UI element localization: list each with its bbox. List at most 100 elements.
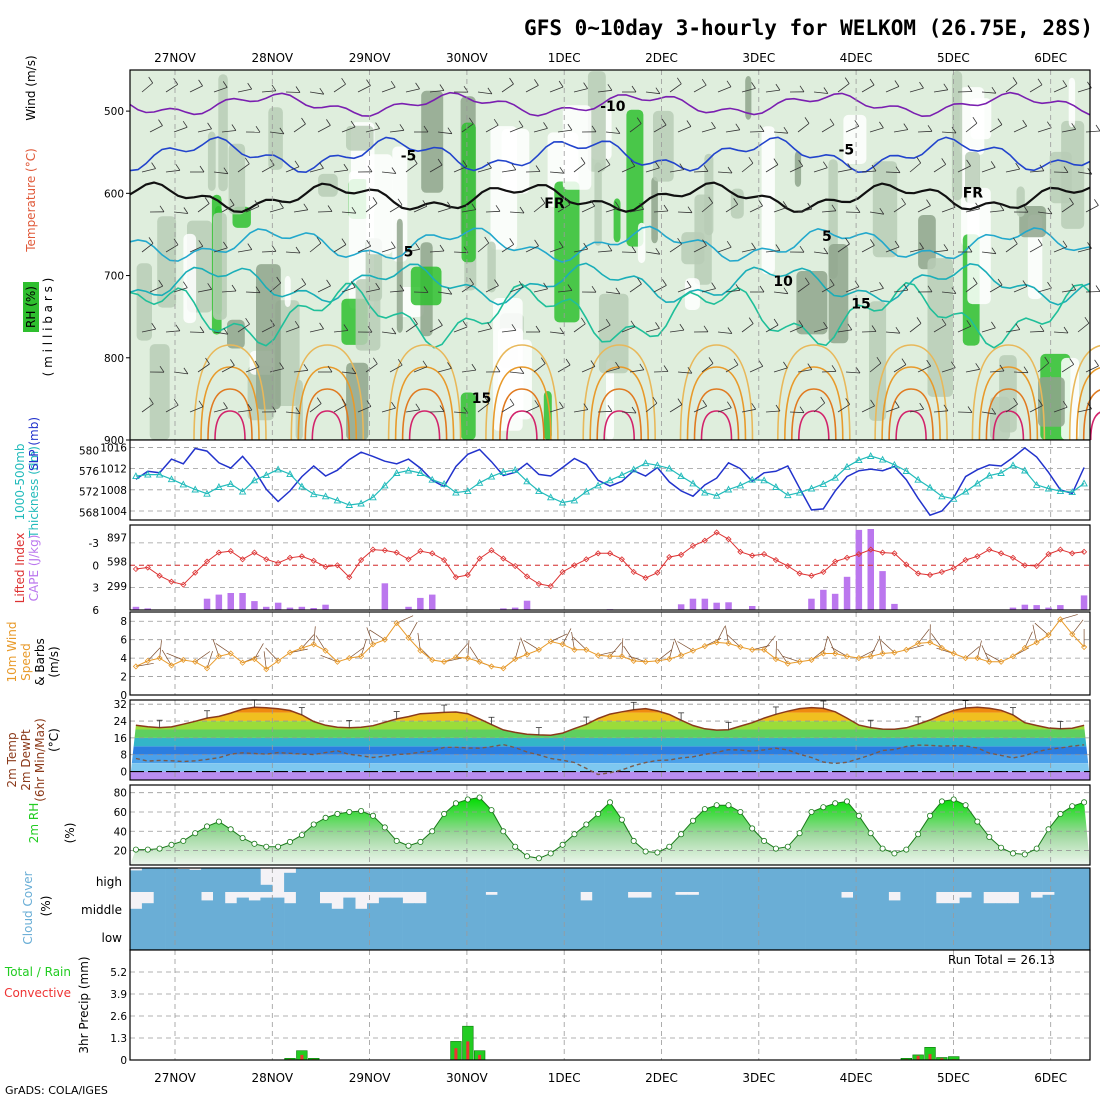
wind-barb-flag xyxy=(366,239,372,247)
cloud-bar xyxy=(710,892,723,920)
wind-speed-point xyxy=(512,655,519,663)
contour-label: 5 xyxy=(404,245,414,261)
wind-barb xyxy=(693,405,707,413)
cloud-bar xyxy=(378,920,392,950)
wind-speed-point xyxy=(488,663,495,670)
wind-speed-point xyxy=(725,640,732,647)
wind-barb-flag xyxy=(775,404,781,412)
lifted-index-point xyxy=(263,556,270,563)
wind-barb xyxy=(1071,619,1084,635)
wind-barb-flag xyxy=(390,241,396,248)
wind-barb-flag xyxy=(687,206,693,213)
temp-label-1: 2m Temp xyxy=(5,732,19,787)
wind-barb xyxy=(657,649,672,662)
wind-barb xyxy=(485,124,499,133)
thickness-point xyxy=(1056,487,1065,495)
wind-barb xyxy=(621,251,637,253)
cloud-bar xyxy=(805,892,818,920)
wind-barb xyxy=(1077,87,1092,93)
warm-contour xyxy=(297,366,358,441)
wind-speed-point xyxy=(606,653,614,660)
wind-barb-flag xyxy=(159,205,165,213)
wind-speed-point xyxy=(926,639,934,646)
thickness-point xyxy=(203,489,211,497)
cloud-bar xyxy=(722,920,735,950)
wind-barb-flag xyxy=(702,399,708,407)
warm-contour xyxy=(895,410,927,441)
wind-barb xyxy=(141,403,154,413)
wind-barb xyxy=(389,290,404,293)
wind-barb-flag xyxy=(748,156,754,164)
wind-barb-flag xyxy=(534,79,539,86)
wind-barb xyxy=(775,640,777,660)
upper-air-ylabel: RH (%) Temperature (°C) Wind (m/s) xyxy=(23,55,39,332)
wind-speed-point xyxy=(523,651,531,658)
wind-barb-flag xyxy=(423,286,429,293)
cloud-bar xyxy=(604,892,617,920)
wind-barb-flag xyxy=(509,238,515,245)
cloud-bar xyxy=(900,920,913,950)
wind-barb-flag xyxy=(663,365,669,372)
cloud-bar xyxy=(343,920,356,950)
wind-barb-flag xyxy=(943,83,949,91)
top-day-label: 2DEC xyxy=(645,51,678,65)
rh-cell xyxy=(487,241,496,293)
wind-barb-flag xyxy=(783,126,789,134)
cloud-bar xyxy=(1042,920,1055,950)
wind-barb-flag xyxy=(182,120,188,128)
rh-cell xyxy=(1016,186,1025,217)
cloud-bar xyxy=(295,868,309,892)
wind-barb xyxy=(941,291,956,294)
precip-conv-bar xyxy=(940,1058,944,1060)
lifted-index-point xyxy=(512,562,519,570)
wind-barb-flag xyxy=(831,204,837,212)
cloud-bar xyxy=(367,920,380,950)
dewpoint-line xyxy=(135,743,1085,776)
wind-barb-flag xyxy=(943,404,949,412)
thickness-point xyxy=(961,487,970,495)
wind-speed-point xyxy=(1009,653,1017,660)
cloud-bar xyxy=(924,868,937,892)
wind-barb xyxy=(597,164,611,173)
cloud-bar xyxy=(307,892,320,920)
wind-barb-flag xyxy=(319,322,324,330)
rh-point xyxy=(678,831,685,838)
wind-barb xyxy=(909,248,924,253)
wind-speed-point xyxy=(559,641,566,648)
wind-barb xyxy=(365,363,378,373)
cloud-bar xyxy=(615,892,629,920)
wind-barb-flag xyxy=(366,400,372,407)
wind-barb xyxy=(405,163,418,173)
cloud-bar xyxy=(556,868,569,892)
wind-barb xyxy=(773,291,788,295)
thickness-point xyxy=(819,479,828,487)
rh-point xyxy=(618,816,625,823)
cloud-bar xyxy=(900,868,913,892)
wind-barb xyxy=(869,288,884,293)
wind-barb xyxy=(485,210,501,213)
wind-barb xyxy=(1013,125,1027,133)
wind-barb-flag xyxy=(854,120,860,127)
wind-speed-point xyxy=(227,650,234,657)
lifted-index-point xyxy=(369,546,377,553)
wind-barb xyxy=(957,325,971,333)
wind-barb xyxy=(165,404,179,413)
wind-barb-flag xyxy=(303,364,309,371)
wind-barb-flag xyxy=(636,117,642,124)
cloud-bar xyxy=(1078,892,1091,920)
wind-barb xyxy=(717,86,732,93)
thickness-point xyxy=(843,462,851,470)
wind-barb-flag xyxy=(247,82,253,90)
lifted-index-point xyxy=(737,548,744,555)
rh-point xyxy=(156,845,163,852)
wind-barb-flag xyxy=(919,242,924,249)
wind-barb-flag xyxy=(493,118,499,126)
wind-barb xyxy=(523,640,540,651)
cloud-bar xyxy=(758,892,771,920)
lifted-index-point xyxy=(251,549,258,556)
lifted-index-point xyxy=(144,564,151,571)
warm-contour xyxy=(888,388,934,441)
lifted-index-point xyxy=(867,546,874,553)
rh-point xyxy=(144,846,151,853)
